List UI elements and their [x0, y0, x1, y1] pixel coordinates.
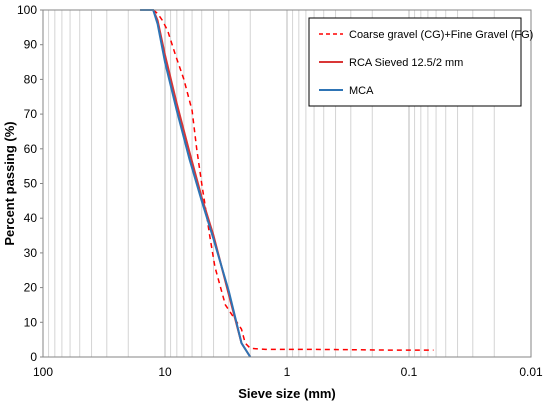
x-tick-label: 1 [284, 365, 291, 379]
legend-label-coarse-gravel: Coarse gravel (CG)+Fine Gravel (FG) [349, 29, 533, 41]
grid-lines [48, 10, 532, 357]
legend: Coarse gravel (CG)+Fine Gravel (FG) RCA … [308, 17, 533, 107]
y-tick-label: 40 [24, 211, 38, 225]
y-tick-label: 90 [24, 38, 38, 52]
y-tick-label: 80 [24, 72, 38, 86]
x-tick-label: 0.01 [519, 365, 543, 379]
x-axis-title: Sieve size (mm) [238, 386, 336, 401]
x-tick-label: 0.1 [401, 365, 418, 379]
tick-labels: 0 10 20 30 40 50 60 70 80 90 100 100 10 1 0.1 0.01 [17, 3, 543, 379]
y-axis-title: Percent passing (%) [2, 121, 17, 245]
legend-box [308, 17, 522, 107]
y-tick-label: 30 [24, 246, 38, 260]
series-line-0 [152, 9, 434, 351]
y-tick-label: 70 [24, 107, 38, 121]
x-tick-label: 10 [158, 365, 172, 379]
legend-label-mca: MCA [349, 85, 374, 97]
x-tick-label: 100 [33, 365, 53, 379]
legend-label-rca: RCA Sieved 12.5/2 mm [349, 57, 463, 69]
y-tick-label: 10 [24, 315, 38, 329]
y-tick-label: 50 [24, 177, 38, 191]
y-tick-label: 0 [30, 350, 37, 364]
y-tick-label: 60 [24, 142, 38, 156]
y-tick-label: 100 [17, 3, 37, 17]
y-tick-label: 20 [24, 281, 38, 295]
